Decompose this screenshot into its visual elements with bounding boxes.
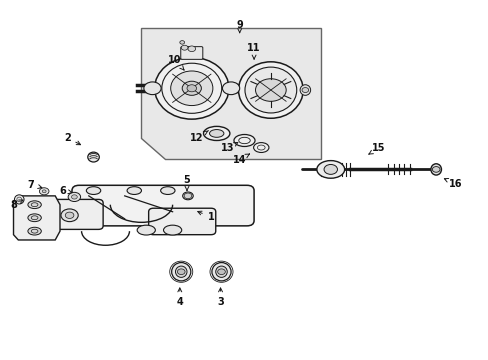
Circle shape [182,81,201,95]
Circle shape [186,85,196,92]
Text: 6: 6 [59,186,72,195]
FancyBboxPatch shape [72,185,254,226]
Circle shape [324,165,337,174]
Circle shape [71,195,77,199]
Ellipse shape [28,214,41,222]
Ellipse shape [233,135,255,147]
Circle shape [61,209,78,222]
Ellipse shape [211,262,231,281]
Ellipse shape [244,67,296,113]
Text: 5: 5 [183,175,190,191]
Ellipse shape [160,187,175,194]
Text: 2: 2 [63,133,81,145]
Ellipse shape [28,201,41,208]
Ellipse shape [215,266,227,277]
Circle shape [222,82,239,95]
Ellipse shape [253,143,268,153]
Text: 3: 3 [217,288,224,307]
Ellipse shape [171,262,190,281]
Text: 13: 13 [221,143,237,153]
Ellipse shape [86,187,101,194]
Text: 14: 14 [232,154,249,165]
Circle shape [217,269,225,275]
Ellipse shape [183,192,193,200]
Circle shape [65,212,74,219]
Ellipse shape [163,225,182,235]
Circle shape [177,269,184,275]
Text: 1: 1 [197,211,214,222]
Polygon shape [141,28,321,159]
Ellipse shape [300,85,310,95]
Text: 9: 9 [236,20,243,33]
Text: 15: 15 [368,143,385,154]
Circle shape [68,192,81,202]
Text: 8: 8 [10,200,23,210]
Circle shape [143,82,161,95]
Circle shape [187,46,195,51]
Text: 11: 11 [247,43,260,59]
Polygon shape [14,196,60,240]
Circle shape [184,193,191,199]
Ellipse shape [203,126,229,140]
Ellipse shape [28,227,41,235]
Circle shape [42,190,46,193]
Ellipse shape [209,130,224,137]
Circle shape [302,87,308,93]
Text: 7: 7 [28,180,42,190]
Circle shape [255,79,285,101]
Ellipse shape [175,266,186,277]
FancyBboxPatch shape [148,208,215,235]
Circle shape [181,45,187,50]
Text: 4: 4 [176,288,183,307]
Circle shape [431,167,439,172]
Ellipse shape [430,164,441,175]
FancyBboxPatch shape [41,199,103,229]
Ellipse shape [238,62,303,118]
Ellipse shape [137,225,155,235]
Ellipse shape [170,71,212,105]
Text: 12: 12 [189,131,208,143]
Text: 16: 16 [444,179,461,189]
Ellipse shape [316,161,344,178]
Ellipse shape [127,187,141,194]
Circle shape [40,188,49,195]
Ellipse shape [88,152,99,162]
Text: 10: 10 [168,55,183,70]
Ellipse shape [154,57,228,119]
Ellipse shape [15,195,24,204]
FancyBboxPatch shape [181,47,203,59]
Circle shape [180,41,184,44]
